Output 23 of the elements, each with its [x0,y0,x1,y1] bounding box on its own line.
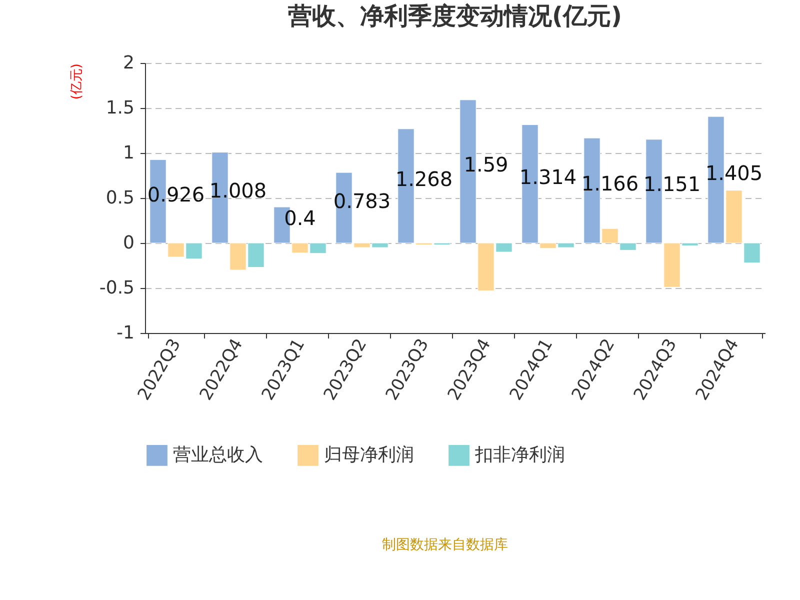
y-tick-label: 0.5 [106,188,134,208]
legend-label: 扣非净利润 [474,444,565,466]
data-label: 0.4 [284,206,316,230]
data-label: 1.151 [643,172,701,196]
data-label: 1.008 [209,178,267,203]
y-axis-title: (亿元) [70,64,84,100]
y-tick-label: 0 [123,232,134,254]
data-label: 1.166 [581,172,639,196]
data-label: 1.268 [395,166,453,191]
legend-label: 归母净利润 [324,444,414,466]
data-label: 1.314 [519,164,577,189]
data-label: 0.926 [147,182,205,206]
data-label: 0.783 [333,188,391,213]
chart-title: 营收、净利季度变动情况(亿元) [287,2,622,30]
data-label: 1.405 [705,160,763,185]
text: 制图数据来自数据库 [382,537,508,553]
y-tick-label: -1 [116,322,134,344]
y-tick-label: -0.5 [99,278,134,298]
legend-label: 营业总收入 [173,444,263,466]
data-label: 1.59 [464,152,508,176]
y-tick-label: 1 [123,142,134,164]
y-tick-label: 2 [123,52,134,74]
y-tick-label: 1.5 [106,98,134,118]
